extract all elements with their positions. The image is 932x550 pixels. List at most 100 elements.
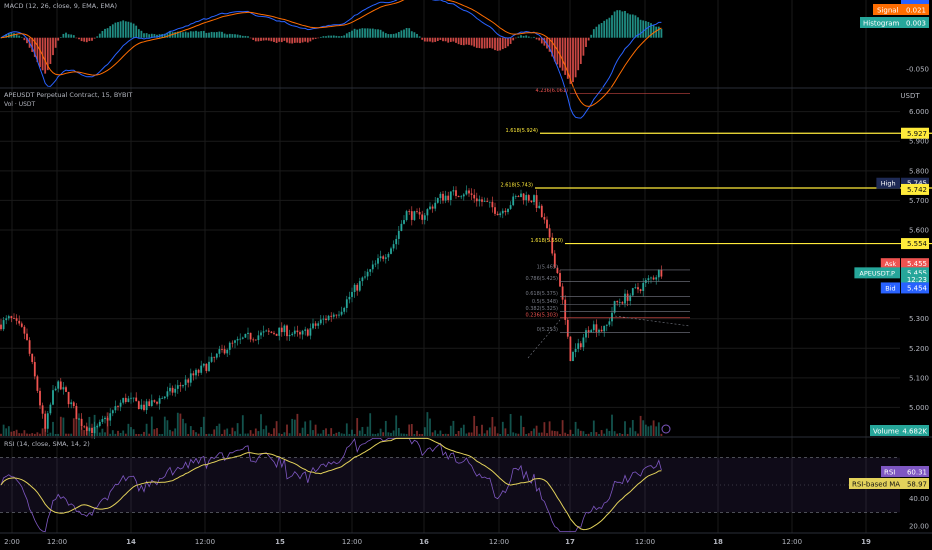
candle-body xyxy=(650,277,652,279)
candle-body xyxy=(624,293,626,304)
macd-histogram-bar xyxy=(189,31,192,38)
volume-bar xyxy=(572,433,574,436)
candle-body xyxy=(481,199,483,202)
candle-body xyxy=(117,406,119,407)
candle-body xyxy=(239,338,242,340)
macd-histogram-bar xyxy=(629,14,632,38)
candle-body xyxy=(98,421,101,426)
volume-bar xyxy=(299,433,301,436)
macd-histogram-bar xyxy=(176,31,179,38)
macd-histogram-bar xyxy=(514,37,517,39)
candle-body xyxy=(660,269,663,277)
candle-body xyxy=(530,200,533,203)
volume-bar xyxy=(585,433,587,436)
candle-body xyxy=(72,402,75,407)
fib-level-label: 1.618(5.550) xyxy=(530,238,563,244)
macd-histogram-bar xyxy=(210,31,213,38)
macd-histogram-bar xyxy=(585,37,587,47)
volume-bar xyxy=(59,416,62,436)
macd-pane[interactable] xyxy=(0,0,663,119)
candle-body xyxy=(465,190,468,195)
volume-bar xyxy=(202,416,205,436)
candle-body xyxy=(364,276,366,278)
candle-body xyxy=(332,314,335,317)
price-label-badge xyxy=(901,258,929,270)
candle-body xyxy=(392,244,395,249)
rsi-pane[interactable] xyxy=(0,437,900,533)
volume-value: 4.682K xyxy=(902,428,927,436)
volume-bar xyxy=(234,431,236,436)
candle-body xyxy=(130,397,132,399)
macd-histogram-bar xyxy=(569,37,572,84)
price-label-value: 5.554 xyxy=(907,240,928,248)
macd-histogram-bar xyxy=(325,36,327,38)
candle-body xyxy=(543,217,546,220)
time-axis[interactable]: 2:00 12:00 14 12:00 15 12:00 16 12:00 17 12:00 18 1… xyxy=(4,538,871,546)
candle-body xyxy=(41,405,44,414)
macd-histogram-bar xyxy=(75,37,78,39)
macd-histogram-bar xyxy=(252,37,255,40)
candle-body xyxy=(629,295,632,301)
volume-bar xyxy=(481,424,483,436)
volume-bar xyxy=(26,433,28,436)
volume-bar xyxy=(366,426,369,436)
volume-bar xyxy=(416,430,418,436)
candle-body xyxy=(403,220,405,224)
candle-body xyxy=(616,301,619,303)
volume-bar xyxy=(169,429,171,436)
volume-bar xyxy=(652,420,655,436)
macd-histogram-bar xyxy=(67,34,70,38)
macd-histogram-bar xyxy=(184,31,187,38)
price-axis[interactable]: 6.000 5.900 5.800 5.700 5.600 5.300 5.200 5.100… xyxy=(906,66,929,531)
volume-bar xyxy=(153,429,156,436)
volume-bar xyxy=(530,431,533,436)
volume-bar xyxy=(618,433,621,436)
macd-histogram-bar xyxy=(384,33,387,38)
macd-histogram-bar xyxy=(429,37,431,42)
candle-body xyxy=(631,288,634,296)
volume-bar xyxy=(514,433,517,436)
macd-histogram-bar xyxy=(241,35,244,38)
candle-body xyxy=(535,195,538,209)
price-title: APEUSDT Perpetual Contract, 15, BYBIT xyxy=(4,91,132,99)
volume-bar xyxy=(426,412,429,436)
macd-histogram-bar xyxy=(605,19,608,38)
price-pane[interactable]: 4.236(6.061) 1.618(5.924) 2.618(5.743) 1.61… xyxy=(0,88,932,440)
candle-body xyxy=(621,302,624,304)
time-tick-label: 17 xyxy=(565,538,575,546)
candle-body xyxy=(213,356,216,358)
candle-body xyxy=(23,326,26,334)
candle-body xyxy=(462,194,465,197)
macd-histogram-bar xyxy=(322,36,325,38)
volume-bar xyxy=(101,428,104,436)
candle-body xyxy=(452,190,455,192)
candle-body xyxy=(423,215,426,220)
macd-histogram-bar xyxy=(421,37,424,40)
candle-body xyxy=(202,363,205,366)
alert-icon[interactable] xyxy=(661,424,671,434)
macd-histogram-bar xyxy=(179,31,182,38)
volume-bar xyxy=(647,426,650,436)
volume-bar xyxy=(226,428,229,436)
macd-histogram-bar xyxy=(312,37,314,40)
volume-bar xyxy=(67,433,70,436)
volume-bar xyxy=(265,425,268,436)
candle-body xyxy=(514,196,517,197)
volume-bar xyxy=(470,432,473,436)
time-tick-label: 2:00 xyxy=(4,538,20,546)
macd-histogram-bar xyxy=(496,37,499,51)
volume-bar xyxy=(262,429,265,436)
volume-bar xyxy=(587,433,590,436)
macd-histogram-bar xyxy=(213,32,216,38)
candle-body xyxy=(192,373,195,376)
volume-bar xyxy=(345,423,348,436)
volume-bar xyxy=(72,418,75,436)
volume-bar xyxy=(15,429,18,436)
volume-bar xyxy=(85,425,88,436)
candle-body xyxy=(231,342,234,344)
volume-bar xyxy=(546,433,548,436)
candle-body xyxy=(205,363,208,371)
volume-bar xyxy=(314,424,317,436)
candle-body xyxy=(371,264,374,270)
